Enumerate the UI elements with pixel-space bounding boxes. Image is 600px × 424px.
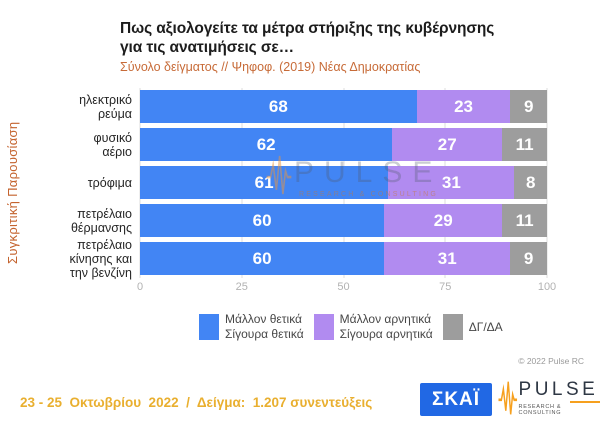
bar-row: πετρέλαιο κίνησης και την βενζίνη 60 31 9 <box>28 237 547 280</box>
x-axis: 0 25 50 75 100 <box>136 281 556 295</box>
legend-label: Μάλλον θετικά Σίγουρα θετικά <box>225 312 304 341</box>
pulse-brand-text: PULSE <box>518 379 599 400</box>
bar-track: 60 29 11 <box>140 204 547 237</box>
bar-segment-dk-na: 11 <box>502 204 547 237</box>
bar-segment-negative: 29 <box>384 204 503 237</box>
bar-track: 60 31 9 <box>140 242 547 275</box>
survey-info: 23 - 25 Οκτωβρίου 2022 / Δείγμα: 1.207 σ… <box>20 395 373 410</box>
category-label: φυσικό αέριο <box>93 130 132 159</box>
bar-segment-negative: 27 <box>392 128 503 161</box>
legend-item-positive: Μάλλον θετικά Σίγουρα θετικά <box>199 312 304 342</box>
x-tick-label: 75 <box>439 281 452 293</box>
bar-segment-positive: 62 <box>140 128 393 161</box>
bar-segment-dk-na: 9 <box>510 242 547 275</box>
bar-track: 62 27 11 <box>140 128 547 161</box>
pulse-logo-text: PULSE RESEARCH & CONSULTING <box>519 380 600 416</box>
category-label: ηλεκτρικό ρεύμα <box>79 92 132 121</box>
legend-item-negative: Μάλλον αρνητικά Σίγουρα αρνητικά <box>313 312 433 342</box>
bar-segment-negative: 23 <box>416 90 511 123</box>
legend-item-dk-na: ΔΓ/ΔΑ <box>442 314 503 340</box>
bar-track: 68 23 9 <box>140 90 547 123</box>
pulse-waveform-icon <box>498 381 518 415</box>
skai-logo-text: ΣΚΑΪ <box>431 388 481 410</box>
bar-row: πετρέλαιο θέρμανσης 60 29 11 <box>28 204 547 237</box>
chart-subtitle: Σύνολο δείγματος // Ψηφοφ. (2019) Νέας Δ… <box>120 59 421 74</box>
bar-row: ηλεκτρικό ρεύμα 68 23 9 <box>28 90 547 123</box>
x-tick-label: 25 <box>235 281 248 293</box>
bar-row: τρόφιμα 61 31 8 <box>28 166 547 199</box>
category-label: τρόφιμα <box>87 175 132 190</box>
category-label: πετρέλαιο κίνησης και την βενζίνη <box>69 237 133 280</box>
chart-title-line1: Πως αξιολογείτε τα μέτρα στήριξης της κυ… <box>120 20 495 37</box>
copyright-note: © 2022 Pulse RC <box>518 356 584 366</box>
bar-track: 61 31 8 <box>140 166 547 199</box>
stacked-bar-chart: ηλεκτρικό ρεύμα 68 23 9 φυσικό αέριο 62 27 11 τρ… <box>28 90 547 280</box>
x-tick-label: 0 <box>136 281 144 293</box>
legend-label: Μάλλον αρνητικά Σίγουρα αρνητικά <box>339 312 433 341</box>
legend-swatch <box>313 314 334 340</box>
pulse-accent-line <box>570 400 600 403</box>
x-tick-label: 100 <box>537 281 557 293</box>
category-label: πετρέλαιο θέρμανσης <box>70 206 132 235</box>
skai-logo: ΣΚΑΪ <box>420 383 492 416</box>
chart-title-line2: για τις ανατιμήσεις σε… <box>120 39 294 57</box>
bar-segment-dk-na: 8 <box>514 166 547 199</box>
legend-swatch <box>199 314 219 340</box>
bar-segment-positive: 60 <box>140 204 385 237</box>
bar-segment-positive: 61 <box>140 166 389 199</box>
bar-segment-dk-na: 9 <box>510 90 547 123</box>
gridline <box>546 88 548 278</box>
vertical-axis-label: Συγκριτική Παρουσίαση <box>5 121 20 264</box>
bar-segment-negative: 31 <box>388 166 515 199</box>
bar-segment-negative: 31 <box>384 242 511 275</box>
legend-swatch <box>442 314 463 340</box>
chart-header: Πως αξιολογείτε τα μέτρα στήριξης της κυ… <box>120 19 580 74</box>
bar-segment-dk-na: 11 <box>502 128 547 161</box>
bar-row: φυσικό αέριο 62 27 11 <box>28 128 547 161</box>
pulse-tagline-text: RESEARCH & CONSULTING <box>518 403 562 416</box>
legend-label: ΔΓ/ΔΑ <box>468 319 503 334</box>
bar-segment-positive: 68 <box>140 90 417 123</box>
x-tick-label: 50 <box>337 281 350 293</box>
chart-legend: Μάλλον θετικά Σίγουρα θετικά Μάλλον αρνητ… <box>199 312 503 342</box>
bar-segment-positive: 60 <box>140 242 385 275</box>
pulse-logo: PULSE RESEARCH & CONSULTING <box>498 380 600 416</box>
